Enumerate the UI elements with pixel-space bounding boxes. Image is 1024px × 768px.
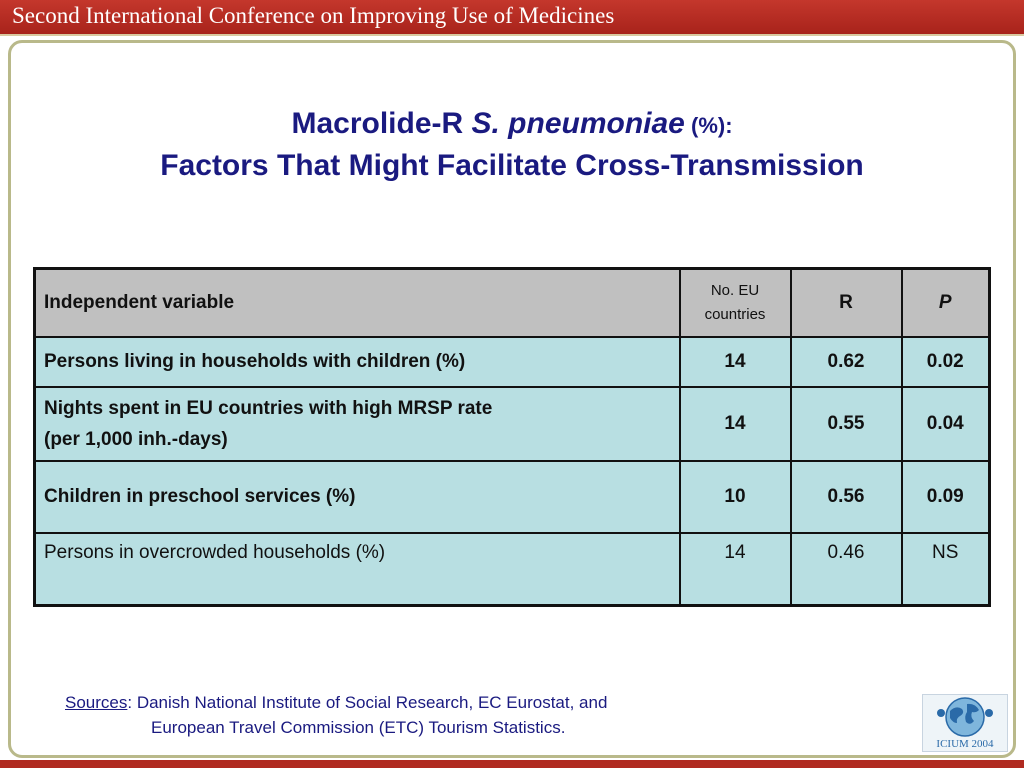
- row-p: 0.09: [900, 460, 991, 535]
- table-row: Persons in overcrowded households (%) 14…: [33, 532, 991, 607]
- header-countries-line2: countries: [704, 306, 766, 324]
- row-countries: 10: [678, 460, 792, 535]
- header-r: R: [789, 267, 903, 339]
- row-variable: Persons in overcrowded households (%): [33, 532, 681, 607]
- header-variable: Independent variable: [33, 267, 681, 339]
- title-percent: (%):: [684, 113, 733, 138]
- row-countries: 14: [678, 336, 792, 389]
- table-header-row: Independent variable No. EU countries R …: [33, 267, 991, 339]
- row-r: 0.56: [789, 460, 903, 535]
- sources-note: Sources: Danish National Institute of So…: [65, 690, 607, 740]
- sources-label: Sources: [65, 693, 128, 712]
- sources-line-1: Sources: Danish National Institute of So…: [65, 690, 607, 715]
- row-countries: 14: [678, 386, 792, 463]
- factors-table: Independent variable No. EU countries R …: [33, 267, 991, 607]
- row-r: 0.62: [789, 336, 903, 389]
- table-row: Nights spent in EU countries with high M…: [33, 386, 991, 463]
- row-p: 0.02: [900, 336, 991, 389]
- row-variable: Persons living in households with childr…: [33, 336, 681, 389]
- table-row: Children in preschool services (%) 10 0.…: [33, 460, 991, 535]
- title-line-1: Macrolide-R S. pneumoniae (%):: [0, 104, 1024, 146]
- row-p: 0.04: [900, 386, 991, 463]
- header-countries-line1: No. EU: [710, 282, 760, 300]
- title-organism: S. pneumoniae: [471, 107, 685, 140]
- sources-text-1: : Danish National Institute of Social Re…: [127, 693, 608, 712]
- conference-banner: Second International Conference on Impro…: [0, 0, 1024, 36]
- icium-globe-logo-icon: ICIUM 2004: [922, 694, 1008, 752]
- table-row: Persons living in households with childr…: [33, 336, 991, 389]
- slide-title: Macrolide-R S. pneumoniae (%): Factors T…: [0, 104, 1024, 186]
- banner-title: Second International Conference on Impro…: [12, 3, 615, 28]
- row-r: 0.55: [789, 386, 903, 463]
- row-variable-line1: Nights spent in EU countries with high M…: [44, 398, 493, 420]
- row-variable-line2: (per 1,000 inh.-days): [44, 429, 228, 451]
- title-text: Macrolide-R: [291, 107, 472, 140]
- bottom-bar: [0, 760, 1024, 768]
- row-p: NS: [900, 532, 991, 607]
- header-countries: No. EU countries: [678, 267, 792, 339]
- header-p: P: [900, 267, 991, 339]
- logo-text: ICIUM 2004: [936, 738, 994, 750]
- row-r: 0.46: [789, 532, 903, 607]
- row-countries: 14: [678, 532, 792, 607]
- sources-line-2: European Travel Commission (ETC) Tourism…: [151, 718, 566, 737]
- row-variable: Children in preschool services (%): [33, 460, 681, 535]
- row-variable: Nights spent in EU countries with high M…: [33, 386, 681, 463]
- title-line-2: Factors That Might Facilitate Cross-Tran…: [160, 149, 864, 182]
- globe-icon: ICIUM 2004: [936, 697, 994, 750]
